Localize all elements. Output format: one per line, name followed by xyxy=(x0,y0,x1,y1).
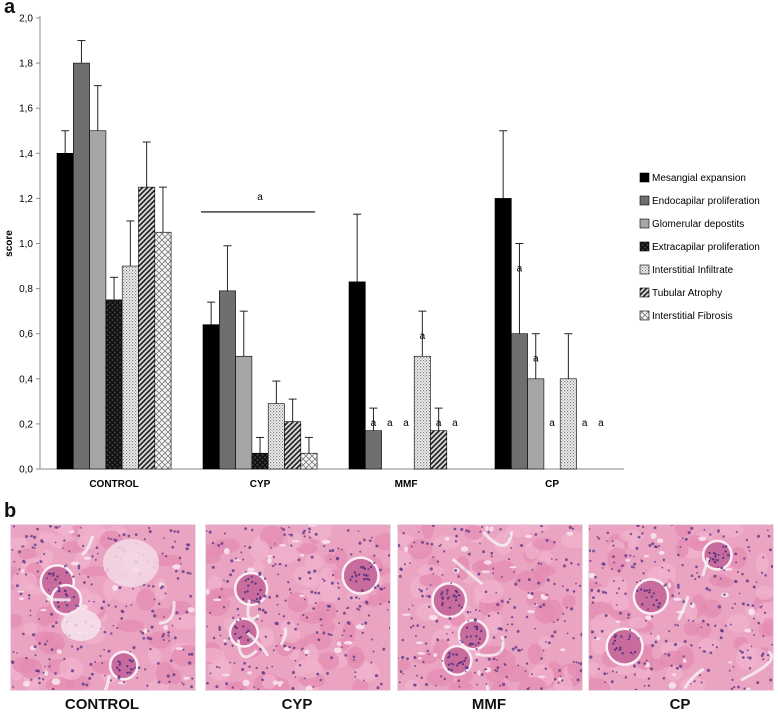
histology-image-cyp xyxy=(205,524,391,691)
bar-control-2 xyxy=(89,130,107,470)
bar-control-1 xyxy=(73,62,90,470)
y-tick-label: 1,0 xyxy=(19,239,33,250)
significance-letter: a xyxy=(371,418,377,429)
legend-label: Interstitial Fibrosis xyxy=(652,311,733,322)
y-tick-label: 0,6 xyxy=(19,329,33,340)
bar-mmf-0 xyxy=(348,281,366,470)
bar-cyp-3 xyxy=(251,452,269,470)
significance-letter: a xyxy=(420,331,426,342)
legend-label: Mesangial expansion xyxy=(652,173,746,184)
bar-control-3 xyxy=(105,299,123,470)
significance-letter: a xyxy=(517,264,523,275)
x-category-label: CONTROL xyxy=(89,479,138,490)
legend: Mesangial expansion Endocapilar prolifera… xyxy=(639,172,760,322)
y-tick-label: 1,4 xyxy=(19,149,33,160)
bar-cyp-0 xyxy=(202,324,220,470)
significance-letter: a xyxy=(533,354,539,365)
significance-letter: a xyxy=(452,418,458,429)
y-tick-label: 0,4 xyxy=(19,374,33,385)
bar-cyp-6 xyxy=(300,452,318,470)
significance-letter: a xyxy=(403,418,409,429)
panel-b-label: b xyxy=(4,500,17,522)
x-category-label: CYP xyxy=(250,479,271,490)
histology-image-mmf xyxy=(397,524,583,691)
bar-cp-0 xyxy=(494,198,512,470)
legend-swatch xyxy=(639,310,650,321)
legend-swatch xyxy=(639,218,650,229)
bar-mmf-5 xyxy=(430,430,448,470)
legend-swatch xyxy=(639,264,650,275)
x-category-label: MMF xyxy=(395,479,418,490)
y-tick-label: 1,8 xyxy=(19,59,33,70)
legend-label: Extracapilar proliferation xyxy=(652,242,760,253)
y-tick-label: 1,2 xyxy=(19,194,33,205)
histology-image-cp xyxy=(588,524,774,691)
bar-cp-1 xyxy=(510,333,528,470)
bar-mmf-4 xyxy=(413,355,431,470)
bar-cp-2 xyxy=(527,378,545,470)
bar-cp-4 xyxy=(559,378,577,470)
bar-cyp-1 xyxy=(219,290,236,470)
legend-swatch xyxy=(639,195,650,206)
x-category-label: CP xyxy=(545,479,559,490)
histology-image-control xyxy=(10,524,196,691)
panel-a-label: a xyxy=(4,0,16,18)
legend-swatch xyxy=(639,241,650,252)
bar-control-0 xyxy=(56,153,74,470)
legend-label: Glomerular depostits xyxy=(652,219,744,230)
bar-cyp-4 xyxy=(267,403,285,470)
bar-mmf-1 xyxy=(364,430,382,470)
legend-label: Endocapilar proliferation xyxy=(652,196,760,207)
bar-cyp-5 xyxy=(284,421,302,470)
y-tick-label: 2,0 xyxy=(19,14,33,25)
bar-cyp-2 xyxy=(235,355,253,470)
y-axis-title: score xyxy=(4,230,15,257)
bars-layer xyxy=(56,40,577,470)
histology-label-cp: CP xyxy=(669,696,691,713)
legend-label: Interstitial Infiltrate xyxy=(652,265,734,276)
significance-letter: a xyxy=(387,418,393,429)
significance-letter: a xyxy=(598,418,604,429)
significance-letter: a xyxy=(582,418,588,429)
legend-swatch xyxy=(639,172,650,183)
bar-chart: 0,0 0,2 0,4 0,6 0,8 1,0 1,2 1,4 1,6 1,8 2,0 score CO… xyxy=(4,14,760,491)
group-annotation-letter: a xyxy=(257,192,263,203)
legend-label: Tubular Atrophy xyxy=(652,288,722,299)
significance-letter: a xyxy=(549,418,555,429)
bar-control-6 xyxy=(154,231,172,470)
y-tick-label: 1,6 xyxy=(19,104,33,115)
histology-label-control: CONTROL xyxy=(64,696,140,713)
bar-control-5 xyxy=(138,186,156,470)
y-tick-label: 0,8 xyxy=(19,284,33,295)
significance-letter: a xyxy=(436,418,442,429)
bar-control-4 xyxy=(121,265,139,470)
y-tick-label: 0,0 xyxy=(19,465,33,476)
histology-label-mmf: MMF xyxy=(471,696,507,713)
y-tick-label: 0,2 xyxy=(19,419,33,430)
legend-swatch xyxy=(639,287,650,298)
histology-label-cyp: CYP xyxy=(281,696,313,713)
